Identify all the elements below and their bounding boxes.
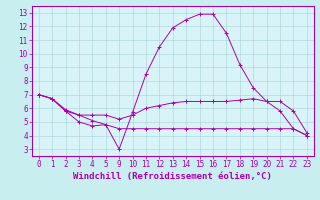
X-axis label: Windchill (Refroidissement éolien,°C): Windchill (Refroidissement éolien,°C) [73,172,272,181]
